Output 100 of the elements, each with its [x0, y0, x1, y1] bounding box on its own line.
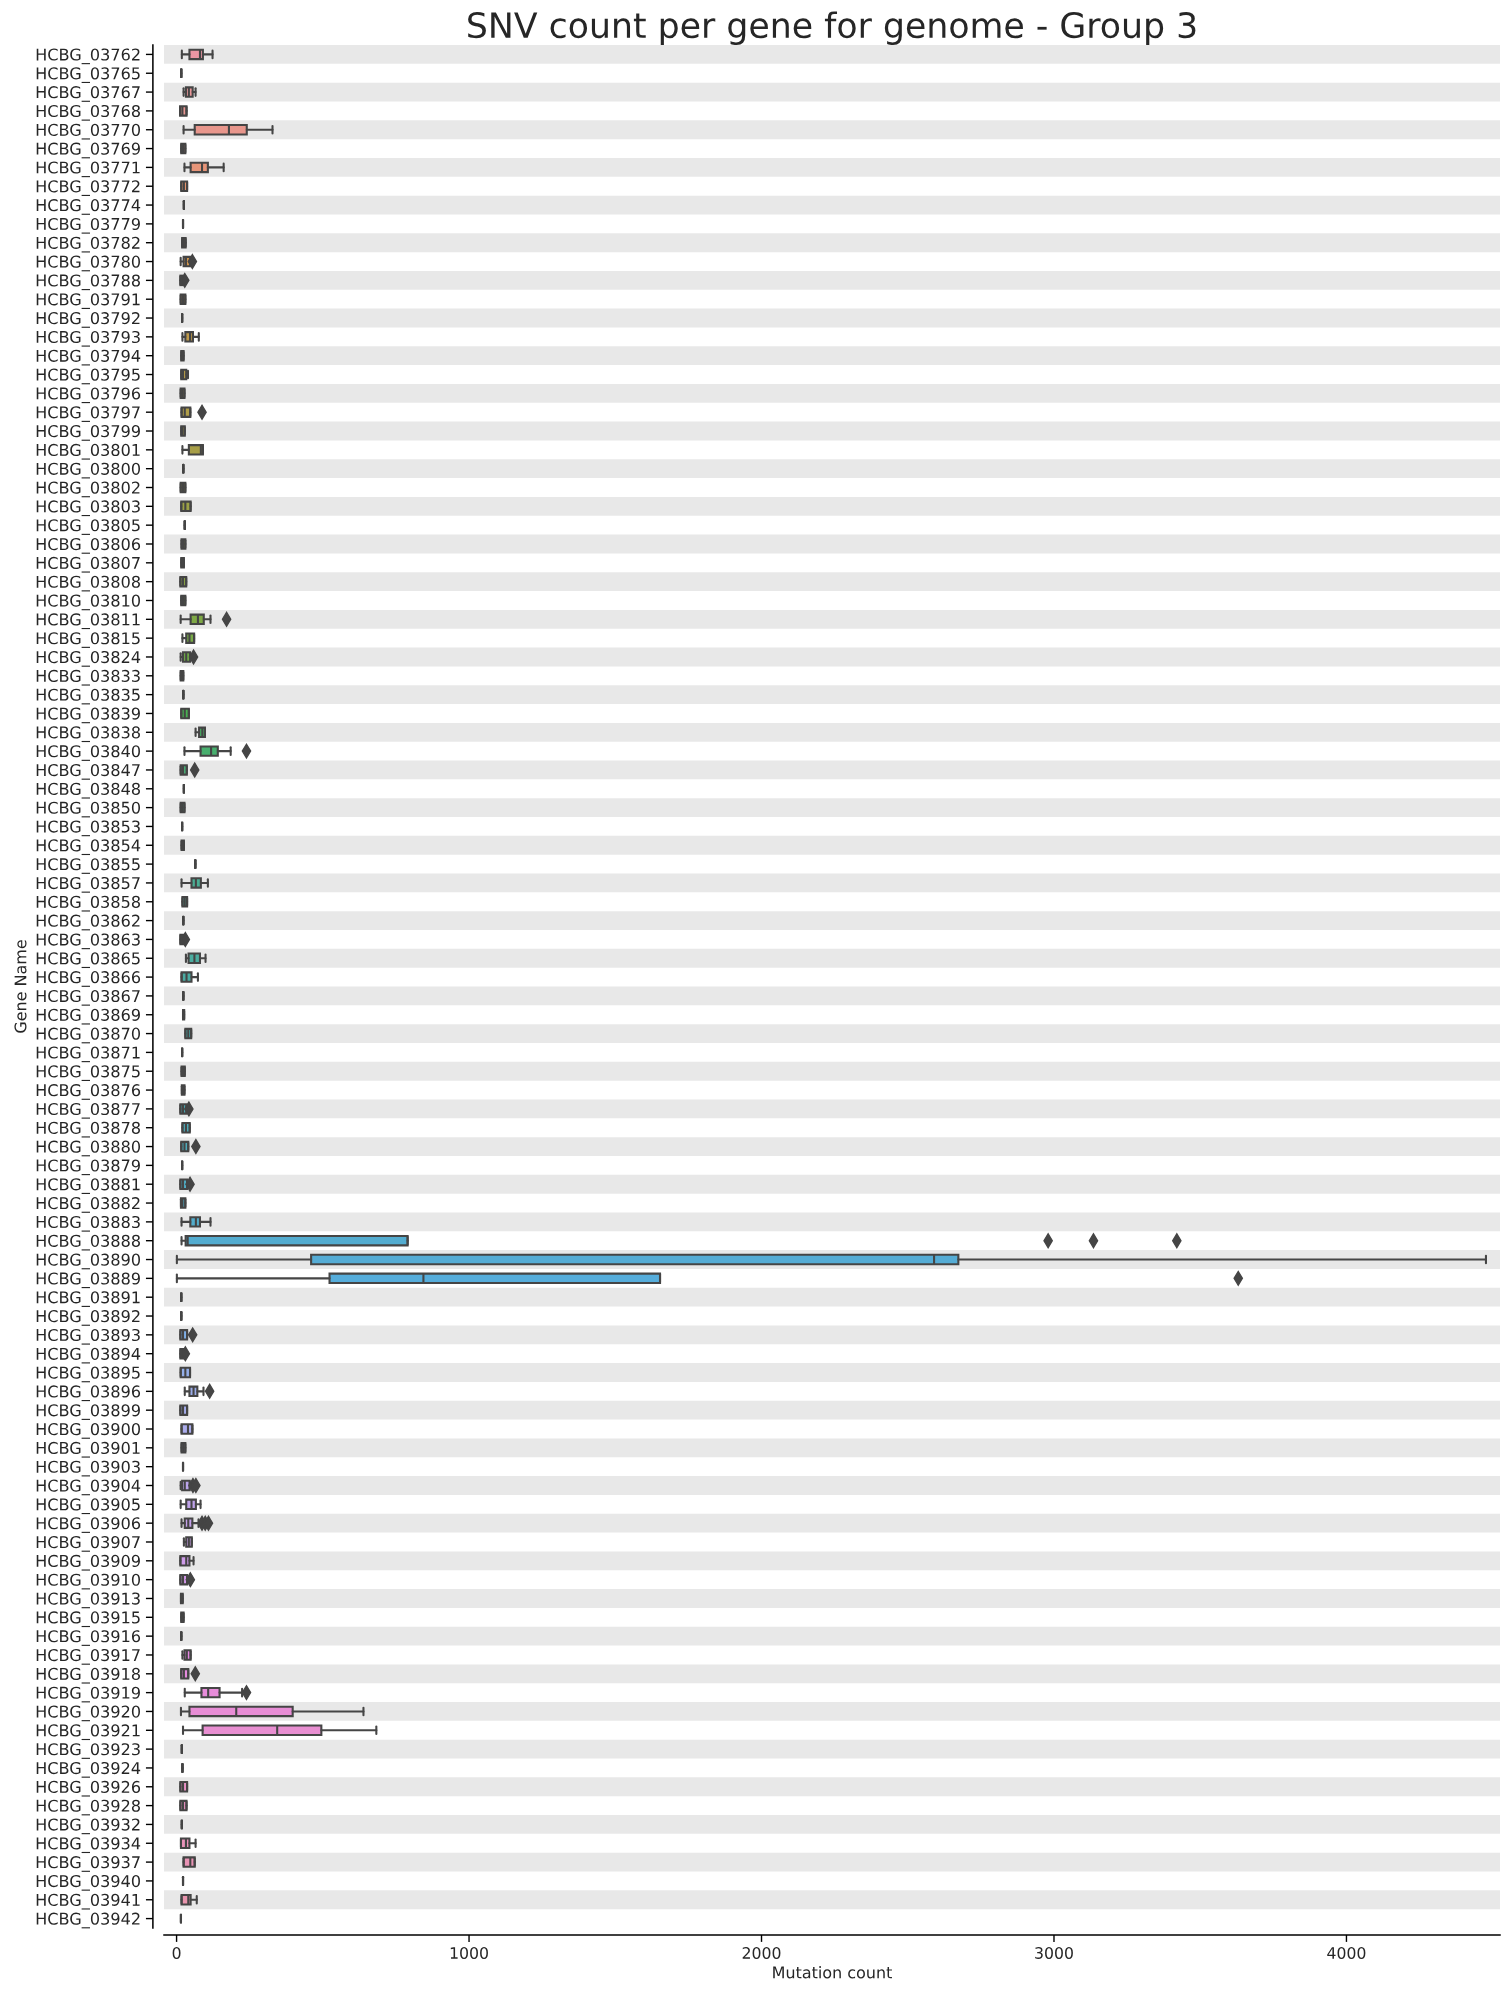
y-axis-title: Gene Name	[14, 940, 27, 1033]
y-tick-label: HCBG_03904	[36, 1479, 141, 1496]
y-tick-label: HCBG_03905	[36, 1498, 140, 1515]
y-tick-label: HCBG_03909	[36, 1554, 140, 1571]
y-tick-label: HCBG_03840	[36, 745, 141, 761]
y-tick-label: HCBG_03803	[36, 500, 140, 517]
chart-title: SNV count per gene for genome - Group 3	[468, 11, 1196, 45]
y-tick-label: HCBG_03808	[36, 575, 140, 592]
y-tick-label: HCBG_03802	[36, 481, 140, 498]
y-tick-label: HCBG_03883	[36, 1215, 140, 1232]
y-tick-label: HCBG_03940	[36, 1874, 141, 1891]
y-tick-label: HCBG_03916	[36, 1630, 141, 1646]
y-tick-label: HCBG_03850	[36, 801, 141, 818]
y-tick-label: HCBG_03937	[36, 1856, 140, 1872]
y-tick-label: HCBG_03934	[36, 1837, 141, 1854]
y-tick-label: HCBG_03853	[36, 820, 140, 837]
y-tick-label: HCBG_03780	[36, 255, 141, 272]
y-tick-label: HCBG_03762	[36, 48, 140, 65]
y-tick-label: HCBG_03882	[36, 1197, 140, 1213]
y-tick-label: HCBG_03867	[36, 989, 140, 1006]
y-tick-label: HCBG_03862	[36, 914, 140, 931]
y-tick-label: HCBG_03779	[36, 217, 140, 234]
y-tick-label: HCBG_03913	[36, 1592, 140, 1609]
y-tick-label: HCBG_03888	[36, 1234, 140, 1251]
y-tick-label: HCBG_03890	[36, 1253, 141, 1270]
y-tick-label: HCBG_03797	[36, 406, 140, 422]
y-tick-label: HCBG_03901	[36, 1441, 140, 1458]
y-tick-label: HCBG_03881	[36, 1178, 140, 1194]
y-tick-label: HCBG_03782	[36, 236, 140, 253]
y-tick-label: HCBG_03815	[36, 632, 140, 648]
y-tick-label: HCBG_03880	[36, 1140, 141, 1157]
y-tick-label: HCBG_03807	[36, 556, 140, 573]
y-tick-label: HCBG_03870	[36, 1027, 141, 1044]
x-tick-label: 3000	[1035, 1947, 1073, 1959]
y-tick-label: HCBG_03942	[36, 1912, 140, 1929]
y-tick-label: HCBG_03774	[36, 199, 141, 215]
y-tick-label: HCBG_03791	[36, 293, 140, 309]
y-tick-label: HCBG_03917	[36, 1648, 140, 1665]
x-tick-label: 0	[172, 1947, 181, 1959]
y-tick-label: HCBG_03926	[36, 1780, 141, 1797]
y-tick-label: HCBG_03835	[36, 688, 140, 705]
y-tick-label: HCBG_03794	[36, 349, 141, 366]
y-tick-label: HCBG_03871	[36, 1046, 140, 1063]
y-tick-label: HCBG_03915	[36, 1611, 140, 1628]
y-tick-label: HCBG_03869	[36, 1008, 140, 1025]
y-tick-label: HCBG_03891	[36, 1291, 140, 1307]
x-tick-label: 4000	[1327, 1947, 1366, 1959]
y-tick-label: HCBG_03858	[36, 895, 140, 912]
y-tick-label: HCBG_03878	[36, 1121, 140, 1138]
y-tick-label: HCBG_03928	[36, 1799, 140, 1816]
y-tick-label: HCBG_03810	[36, 594, 141, 611]
y-tick-label: HCBG_03875	[36, 1065, 140, 1082]
y-tick-label: HCBG_03893	[36, 1328, 140, 1345]
x-tick-label: 1000	[450, 1947, 488, 1959]
y-tick-label: HCBG_03919	[36, 1686, 140, 1703]
y-tick-label: HCBG_03921	[36, 1724, 140, 1741]
y-tick-label: HCBG_03799	[36, 425, 140, 441]
y-tick-label: HCBG_03879	[36, 1159, 140, 1176]
y-tick-label: HCBG_03839	[36, 707, 140, 724]
y-tick-label: HCBG_03854	[36, 839, 141, 856]
y-tick-label: HCBG_03895	[36, 1366, 140, 1383]
y-tick-label: HCBG_03932	[36, 1818, 140, 1835]
y-tick-label: HCBG_03877	[36, 1102, 140, 1119]
y-tick-label: HCBG_03865	[36, 952, 140, 969]
y-tick-label: HCBG_03833	[36, 669, 140, 686]
y-tick-label: HCBG_03772	[36, 180, 140, 196]
y-tick-label: HCBG_03924	[36, 1761, 141, 1778]
y-tick-label: HCBG_03855	[36, 858, 140, 874]
y-tick-label: HCBG_03899	[36, 1404, 140, 1420]
y-tick-label: HCBG_03894	[36, 1347, 141, 1364]
y-tick-label: HCBG_03941	[36, 1893, 140, 1910]
y-tick-label: HCBG_03903	[36, 1460, 140, 1477]
x-axis-title: Mutation count	[773, 1966, 892, 1979]
y-tick-label: HCBG_03796	[36, 387, 141, 404]
y-tick-label: HCBG_03795	[36, 368, 140, 385]
y-tick-label: HCBG_03866	[36, 971, 141, 987]
y-tick-label: HCBG_03918	[36, 1667, 140, 1684]
y-tick-label: HCBG_03767	[36, 86, 140, 102]
y-tick-label: HCBG_03824	[36, 651, 141, 667]
y-tick-label: HCBG_03920	[36, 1705, 141, 1722]
y-tick-label: HCBG_03889	[36, 1272, 140, 1289]
y-tick-label: HCBG_03805	[36, 519, 140, 535]
y-tick-label: HCBG_03923	[36, 1743, 140, 1759]
y-tick-label: HCBG_03857	[36, 876, 140, 893]
x-tick-label: 2000	[742, 1947, 781, 1959]
y-tick-label: HCBG_03801	[36, 443, 140, 460]
y-tick-label: HCBG_03769	[36, 142, 140, 159]
y-tick-label: HCBG_03892	[36, 1310, 140, 1326]
y-tick-label: HCBG_03910	[36, 1573, 141, 1590]
y-tick-label: HCBG_03848	[36, 782, 140, 799]
y-tick-label: HCBG_03900	[36, 1423, 141, 1439]
y-tick-label: HCBG_03896	[36, 1385, 141, 1402]
y-tick-label: HCBG_03800	[36, 462, 141, 479]
y-tick-label: HCBG_03876	[36, 1084, 141, 1100]
y-tick-label: HCBG_03838	[36, 726, 140, 743]
y-tick-label: HCBG_03765	[36, 67, 140, 84]
y-tick-label: HCBG_03792	[36, 312, 140, 328]
y-tick-label: HCBG_03771	[36, 161, 140, 178]
y-tick-label: HCBG_03768	[36, 104, 140, 121]
y-tick-label: HCBG_03847	[36, 763, 140, 780]
